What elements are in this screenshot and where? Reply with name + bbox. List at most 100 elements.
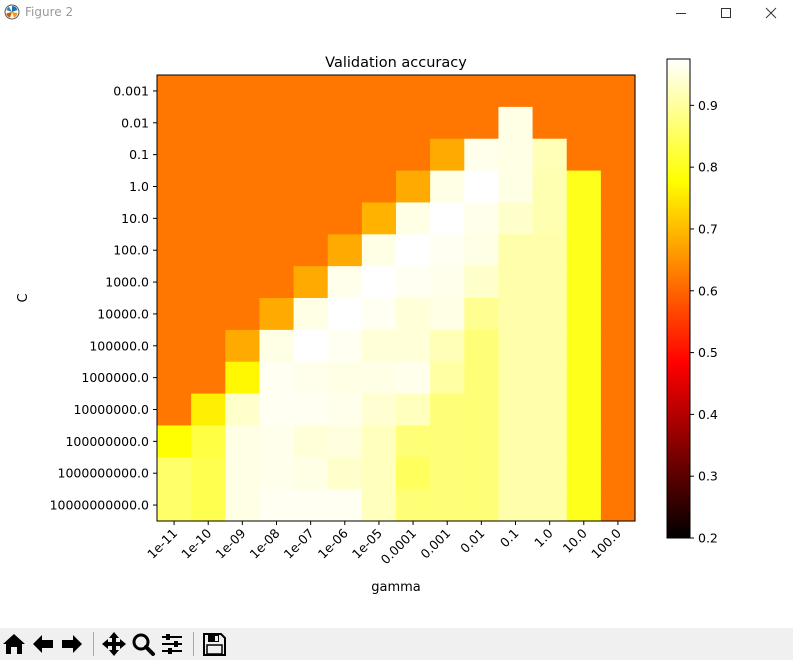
heatmap-cell [464, 361, 500, 395]
heatmap-cell [259, 202, 295, 235]
heatmap-cell [293, 202, 329, 235]
heatmap-cell [157, 138, 192, 172]
heatmap-cell [600, 457, 636, 490]
x-tick-label: 1e-11 [144, 526, 180, 562]
heatmap-cell [532, 106, 568, 140]
pan-button[interactable] [100, 630, 128, 658]
colorbar-tick-label: 0.7 [698, 221, 718, 236]
heatmap-cell [464, 425, 500, 458]
heatmap-cell [566, 425, 602, 458]
heatmap-cell [259, 489, 295, 522]
toolbar-divider [193, 632, 194, 656]
heatmap-cell [327, 234, 363, 267]
heatmap-cell [566, 298, 602, 331]
heatmap-cell [532, 425, 568, 458]
heatmap-cell [396, 361, 431, 395]
heatmap-cell [361, 234, 397, 267]
x-tick-label: 1e-08 [247, 525, 283, 561]
heatmap-cell [532, 170, 568, 204]
y-tick-label: 1000000.0 [81, 370, 149, 385]
heatmap-cell [566, 329, 602, 363]
x-tick-label: 0.01 [457, 526, 487, 556]
zoom-icon [132, 633, 155, 656]
heatmap-cell [293, 393, 329, 427]
y-axis: 0.001 0.01 0.1 1.0 10.0 100.0 1000.0 10000.0 100… [50, 83, 157, 513]
forward-button[interactable] [58, 630, 86, 658]
y-tick-label: 10.0 [121, 211, 149, 226]
heatmap-cell [259, 393, 295, 427]
heatmap-cell [498, 329, 534, 363]
heatmap-cell [293, 170, 329, 204]
heatmap-cell [293, 266, 329, 299]
save-button[interactable] [200, 630, 228, 658]
x-tick-label: 10.0 [560, 525, 590, 555]
heatmap-cell [157, 202, 192, 235]
heatmap-cell [191, 329, 226, 363]
heatmap-cell [430, 489, 465, 522]
heatmap-cell [157, 361, 192, 395]
maximize-button[interactable] [703, 0, 748, 26]
heatmap-cell [600, 393, 636, 427]
heatmap-cell [191, 393, 226, 427]
heatmap-cell [191, 266, 226, 299]
heatmap-cell [225, 457, 261, 490]
heatmap-cell [157, 106, 192, 140]
heatmap-cell [191, 298, 226, 331]
heatmap-cell [191, 75, 226, 108]
heatmap-cell [532, 234, 568, 267]
heatmap-cell [293, 361, 329, 395]
heatmap-cell [293, 138, 329, 172]
heatmap-cell [225, 170, 261, 204]
heatmap-cell [396, 393, 431, 427]
heatmap-cell [600, 298, 636, 331]
heatmap-cell [498, 138, 534, 172]
heatmap-cell [430, 138, 465, 172]
y-tick-label: 10000.0 [97, 306, 149, 321]
colorbar [666, 58, 691, 539]
heatmap-cell [532, 202, 568, 235]
back-button[interactable] [29, 630, 57, 658]
heatmap-cell [191, 361, 226, 395]
heatmap-cell [464, 298, 500, 331]
heatmap-cell [430, 170, 465, 204]
heatmap-cell [464, 329, 500, 363]
y-tick-label: 0.001 [113, 83, 149, 98]
save-icon [203, 633, 226, 656]
heatmap-cell [498, 361, 534, 395]
heatmap-cell [293, 106, 329, 140]
colorbar-tick-label: 0.9 [698, 98, 718, 113]
y-tick-label: 100000000.0 [65, 434, 149, 449]
minimize-button[interactable] [658, 0, 703, 26]
x-tick-label: 0.001 [417, 526, 453, 562]
heatmap-cell [259, 266, 295, 299]
x-axis: 1e-111e-101e-091e-081e-071e-061e-050.000… [144, 521, 624, 567]
heatmap-cell [157, 298, 192, 331]
heatmap-cell [327, 425, 363, 458]
close-button[interactable] [748, 0, 793, 26]
y-axis-label: C [16, 293, 31, 302]
colorbar-tick-label: 0.4 [698, 407, 718, 422]
heatmap-cell [157, 425, 192, 458]
subplots-button[interactable] [158, 630, 186, 658]
heatmap-cell [327, 457, 363, 490]
heatmap-cell [259, 298, 295, 331]
heatmap-cell [600, 234, 636, 267]
zoom-button[interactable] [129, 630, 157, 658]
heatmap-cell [498, 170, 534, 204]
heatmap-cell [464, 202, 500, 235]
home-button[interactable] [0, 630, 28, 658]
heatmap-cell [566, 266, 602, 299]
chart-title: Validation accuracy [325, 55, 467, 71]
heatmap-cell [430, 266, 465, 299]
heatmap-cell [327, 298, 363, 331]
heatmap-cell [396, 234, 431, 267]
heatmap-cell [259, 106, 295, 140]
heatmap-cell [396, 266, 431, 299]
heatmap-cell [225, 489, 261, 522]
pan-icon [102, 632, 126, 656]
x-tick-label: 1e-07 [281, 526, 317, 562]
heatmap-cell [361, 457, 397, 490]
matplotlib-logo-icon [4, 4, 20, 20]
heatmap-cell [361, 266, 397, 299]
heatmap-cell [430, 202, 465, 235]
